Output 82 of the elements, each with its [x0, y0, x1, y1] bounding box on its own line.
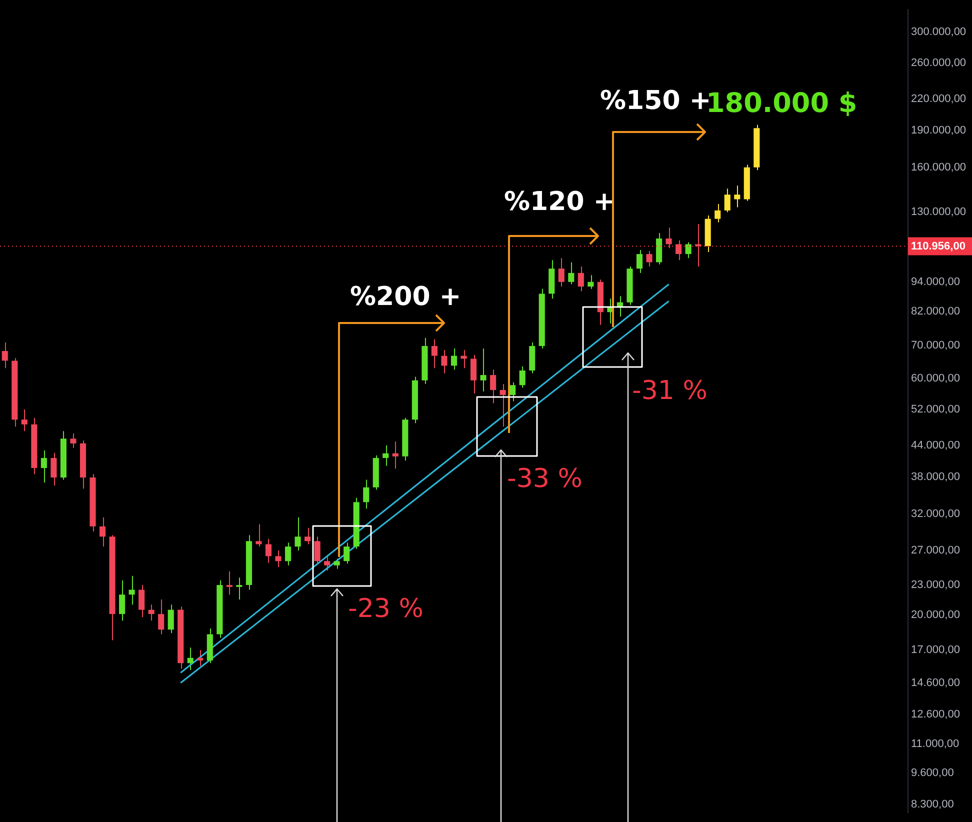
- candlestick: [284, 542, 292, 566]
- candlestick: [500, 384, 506, 428]
- y-tick-label: 9.600,00: [911, 767, 954, 780]
- candlestick: [256, 524, 262, 548]
- y-tick-label: 14.600,00: [911, 676, 960, 689]
- candlestick: [519, 366, 526, 388]
- candlestick: [304, 527, 311, 545]
- candlestick: [363, 479, 370, 510]
- y-tick-label: 220.000,00: [911, 92, 966, 105]
- candlestick: [226, 570, 232, 596]
- y-tick-label: 44.000,00: [911, 439, 960, 452]
- y-tick-label: 260.000,00: [911, 56, 966, 69]
- candlestick: [2, 342, 8, 369]
- candlestick: [187, 647, 194, 670]
- y-tick-label: 94.000,00: [911, 276, 960, 288]
- y-tick-label: 130.000,00: [911, 206, 966, 218]
- y-tick-label: 32.000,00: [911, 508, 960, 520]
- candlestick: [382, 444, 389, 466]
- y-tick-label: 160.000,00: [911, 161, 966, 174]
- y-tick-label: 60.000,00: [911, 372, 960, 385]
- candlestick: [119, 580, 126, 622]
- candlestick: [646, 250, 652, 267]
- y-tick-label: 38.000,00: [911, 470, 960, 483]
- candlestick: [666, 227, 672, 249]
- candlestick: [314, 536, 320, 566]
- candlestick: [50, 452, 57, 486]
- candlestick: [450, 348, 458, 370]
- candlestick: [470, 354, 477, 394]
- candlestick: [392, 440, 398, 470]
- candlestick: [714, 203, 721, 223]
- candlestick: [40, 450, 47, 484]
- candlestick: [70, 432, 76, 448]
- candlestick: [275, 550, 282, 568]
- candlestick: [21, 408, 28, 432]
- candlestick: [460, 350, 467, 369]
- annotation: %120 +: [504, 187, 616, 217]
- annotation: -31 %: [632, 376, 708, 406]
- candlestick: [480, 348, 486, 392]
- y-tick-label: 52.000,00: [911, 403, 960, 416]
- ref-line-label: 110.956,00: [911, 240, 966, 252]
- candlestick: [294, 516, 301, 552]
- y-tick-label: 70.000,00: [911, 339, 960, 352]
- candlestick: [128, 575, 135, 606]
- candlestick: [197, 650, 204, 666]
- candlestick: [734, 185, 740, 208]
- annotation: -23 %: [348, 594, 424, 624]
- candlestick: [99, 516, 106, 548]
- candlestick: [636, 250, 643, 274]
- candlestick: [656, 232, 662, 265]
- candlestick: [334, 558, 340, 570]
- candlestick: [158, 599, 164, 635]
- candlestick: [138, 584, 145, 618]
- candlestick: [578, 266, 584, 292]
- y-tick-label: 20.000,00: [911, 609, 960, 622]
- candlestick: [148, 604, 154, 622]
- candlestick: [168, 604, 174, 634]
- candlestick: [324, 554, 330, 572]
- y-tick-label: 8.300,00: [911, 798, 954, 811]
- candlestick: [724, 188, 730, 213]
- y-tick-label: 82.000,00: [911, 305, 960, 318]
- annotation: -33 %: [507, 464, 582, 494]
- candlestick: [441, 350, 448, 374]
- y-tick-label: 300.000,00: [911, 26, 966, 38]
- candlestick: [431, 338, 438, 369]
- candlestick: [265, 538, 272, 564]
- y-tick-label: 27.000,00: [911, 544, 960, 557]
- y-tick-label: 17.000,00: [911, 644, 960, 656]
- candlestick: [695, 224, 702, 267]
- y-tick-label: 23.000,00: [911, 579, 960, 592]
- candlestick: [568, 262, 574, 285]
- y-tick-label: 11.000,00: [911, 738, 960, 750]
- candlestick: [510, 382, 516, 402]
- candlestick: [236, 577, 242, 600]
- y-tick-label: 12.600,00: [911, 708, 960, 721]
- candlestick: [676, 240, 682, 261]
- annotation: %200 +: [350, 282, 462, 312]
- candlestick: [558, 258, 564, 288]
- y-tick-label: 190.000,00: [911, 124, 966, 136]
- candlestick: [685, 242, 692, 259]
- candlestick: [344, 542, 350, 564]
- candlestick: [588, 274, 594, 290]
- candlestick: [490, 369, 496, 404]
